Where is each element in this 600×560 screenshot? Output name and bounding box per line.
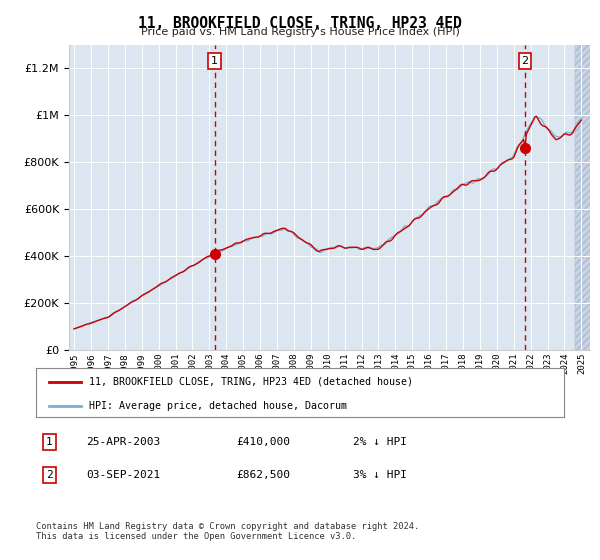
Text: £410,000: £410,000 bbox=[236, 437, 290, 447]
Text: 3% ↓ HPI: 3% ↓ HPI bbox=[353, 470, 407, 480]
Text: 25-APR-2003: 25-APR-2003 bbox=[86, 437, 160, 447]
Bar bbox=[575, 45, 595, 350]
Text: 1: 1 bbox=[211, 56, 218, 66]
Text: 2: 2 bbox=[521, 56, 529, 66]
Text: 11, BROOKFIELD CLOSE, TRING, HP23 4ED: 11, BROOKFIELD CLOSE, TRING, HP23 4ED bbox=[138, 16, 462, 31]
Text: 03-SEP-2021: 03-SEP-2021 bbox=[86, 470, 160, 480]
Text: HPI: Average price, detached house, Dacorum: HPI: Average price, detached house, Daco… bbox=[89, 402, 347, 412]
Text: 2: 2 bbox=[46, 470, 53, 480]
Bar bbox=[575, 45, 595, 350]
Text: 1: 1 bbox=[46, 437, 53, 447]
Text: 11, BROOKFIELD CLOSE, TRING, HP23 4ED (detached house): 11, BROOKFIELD CLOSE, TRING, HP23 4ED (d… bbox=[89, 377, 413, 387]
Text: £862,500: £862,500 bbox=[236, 470, 290, 480]
Text: 2% ↓ HPI: 2% ↓ HPI bbox=[353, 437, 407, 447]
Text: Contains HM Land Registry data © Crown copyright and database right 2024.
This d: Contains HM Land Registry data © Crown c… bbox=[36, 522, 419, 542]
Text: Price paid vs. HM Land Registry's House Price Index (HPI): Price paid vs. HM Land Registry's House … bbox=[140, 27, 460, 37]
